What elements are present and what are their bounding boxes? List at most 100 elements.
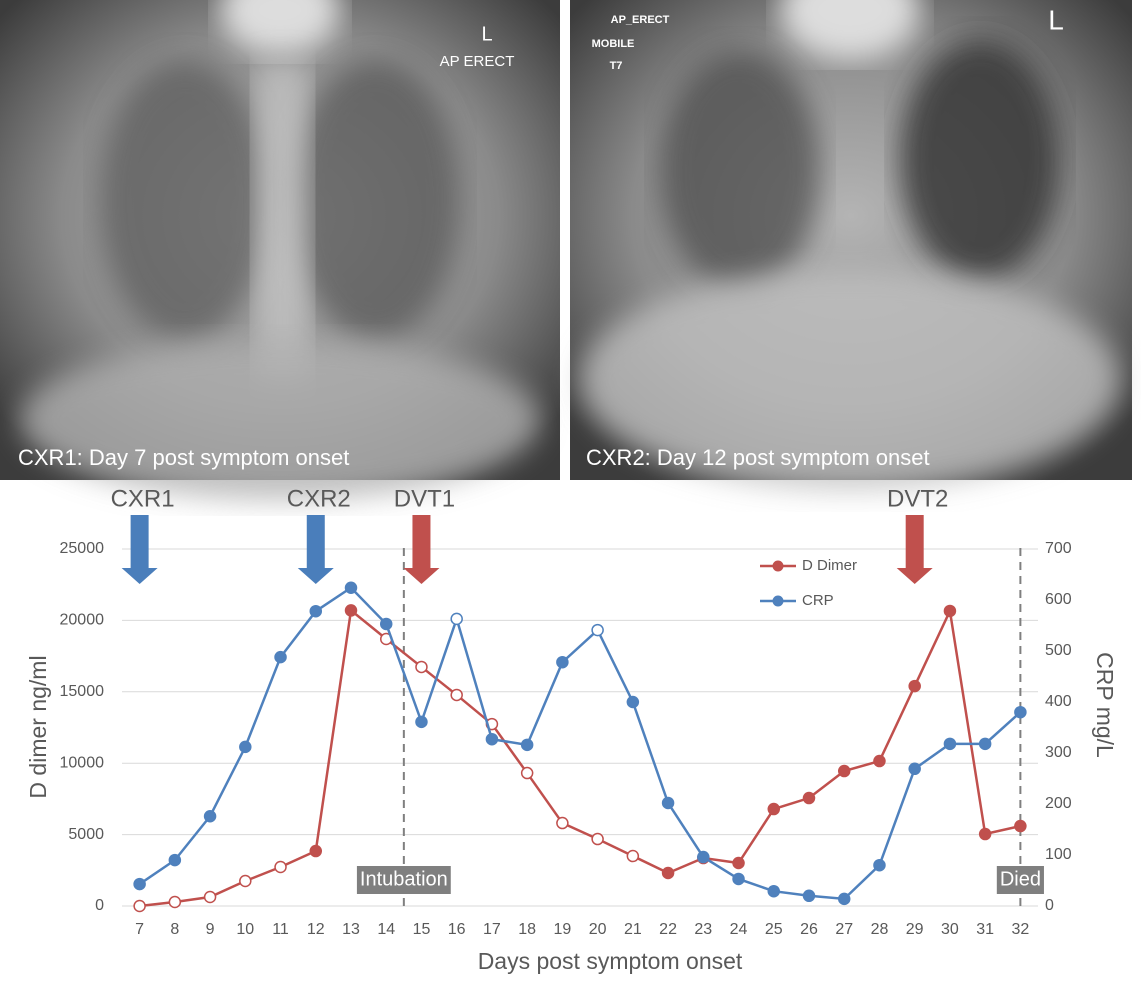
data-point: [661, 796, 675, 810]
data-point: [802, 889, 816, 903]
series-line: [139, 606, 1021, 908]
xray-1: [0, 0, 560, 500]
y-tick-label: 10000: [60, 754, 105, 771]
data-point: [837, 892, 851, 906]
data-point: [133, 899, 146, 913]
x-tick-label: 22: [659, 921, 677, 938]
y-tick-label: 15000: [60, 683, 105, 700]
image-label: T7: [610, 60, 623, 72]
x-tick-label: 24: [730, 921, 748, 938]
data-point: [520, 738, 534, 752]
x-tick-label: 29: [906, 921, 924, 938]
y-tick-label: 5000: [68, 826, 104, 843]
data-point: [626, 695, 640, 709]
data-point: [802, 791, 816, 805]
x-tick-label: 18: [518, 921, 536, 938]
data-point: [203, 809, 217, 823]
data-point: [908, 762, 921, 776]
data-point: [767, 884, 781, 898]
x-tick-label: 17: [483, 921, 501, 938]
image-label: L: [1048, 4, 1064, 35]
image-label: L: [481, 23, 492, 45]
image-label: AP_ERECT: [611, 14, 670, 26]
data-point: [520, 766, 534, 780]
x-tick-label: 11: [272, 921, 289, 938]
data-point: [485, 732, 499, 746]
x-tick-label: 32: [1011, 921, 1029, 938]
y2-tick-label: 400: [1045, 693, 1072, 710]
x-tick-label: 12: [307, 921, 325, 938]
x-tick-label: 19: [553, 921, 571, 938]
data-point: [450, 688, 463, 702]
data-point: [661, 866, 675, 880]
x-tick-label: 27: [835, 921, 853, 938]
event-label: Died: [1000, 868, 1041, 890]
x-tick-label: 8: [170, 921, 179, 938]
arrow-label: DVT2: [887, 485, 948, 512]
series-line: [138, 586, 1022, 901]
legend-marker: [772, 595, 784, 607]
data-point: [344, 581, 358, 595]
data-point: [1014, 819, 1027, 833]
data-point: [379, 617, 393, 631]
data-point: [239, 874, 252, 888]
data-point: [767, 802, 781, 816]
data-point: [873, 858, 886, 872]
x-tick-label: 9: [206, 921, 215, 938]
arrow: [121, 515, 158, 584]
data-point: [309, 604, 323, 618]
x-tick-label: 16: [448, 921, 466, 938]
data-point: [978, 737, 992, 751]
y2-tick-label: 0: [1045, 897, 1054, 914]
arrow-label: CXR2: [287, 485, 351, 512]
x-tick-label: 7: [135, 921, 144, 938]
data-point: [1014, 705, 1027, 719]
x-tick-label: 28: [871, 921, 889, 938]
event-label: Intubation: [360, 868, 448, 890]
data-point: [556, 655, 569, 669]
image-caption: CXR1: Day 7 post symptom onset: [18, 445, 349, 470]
x-tick-label: 31: [976, 921, 994, 938]
arrow: [896, 515, 933, 584]
data-point: [626, 849, 640, 863]
y2-tick-label: 300: [1045, 744, 1072, 761]
xray-2: [570, 0, 1132, 490]
data-point: [168, 895, 182, 909]
arrow-label: DVT1: [394, 485, 455, 512]
image-label: AP ERECT: [440, 53, 515, 70]
data-point: [203, 890, 217, 904]
image-caption: CXR2: Day 12 post symptom onset: [586, 445, 930, 470]
y2-tick-label: 500: [1045, 642, 1072, 659]
data-point: [556, 816, 569, 830]
y-tick-label: 25000: [60, 540, 105, 557]
y2-tick-label: 200: [1045, 795, 1072, 812]
legend-label: D Dimer: [802, 557, 857, 574]
x-tick-label: 21: [624, 921, 642, 938]
x-tick-label: 23: [694, 921, 712, 938]
data-point: [274, 860, 287, 874]
x-tick-label: 10: [236, 921, 254, 938]
x-axis-title: Days post symptom onset: [478, 948, 743, 974]
y2-axis-title: CRP mg/L: [1092, 652, 1118, 758]
legend-marker: [772, 560, 784, 572]
event-label-box: [356, 866, 451, 894]
event-label-box: [996, 866, 1044, 894]
data-point: [168, 853, 182, 867]
arrow: [403, 515, 440, 584]
image-label: MOBILE: [592, 38, 635, 50]
data-point: [344, 604, 358, 617]
data-point: [415, 660, 428, 674]
data-point: [239, 740, 252, 754]
x-tick-label: 25: [765, 921, 783, 938]
data-point: [908, 679, 921, 693]
data-point: [732, 872, 745, 886]
y-tick-label: 20000: [60, 612, 105, 629]
x-tick-label: 15: [413, 921, 431, 938]
x-tick-label: 20: [589, 921, 607, 938]
data-point: [309, 844, 323, 858]
y2-tick-label: 600: [1045, 591, 1072, 608]
y-tick-label: 0: [95, 897, 104, 914]
x-tick-label: 26: [800, 921, 818, 938]
data-point: [943, 604, 957, 618]
